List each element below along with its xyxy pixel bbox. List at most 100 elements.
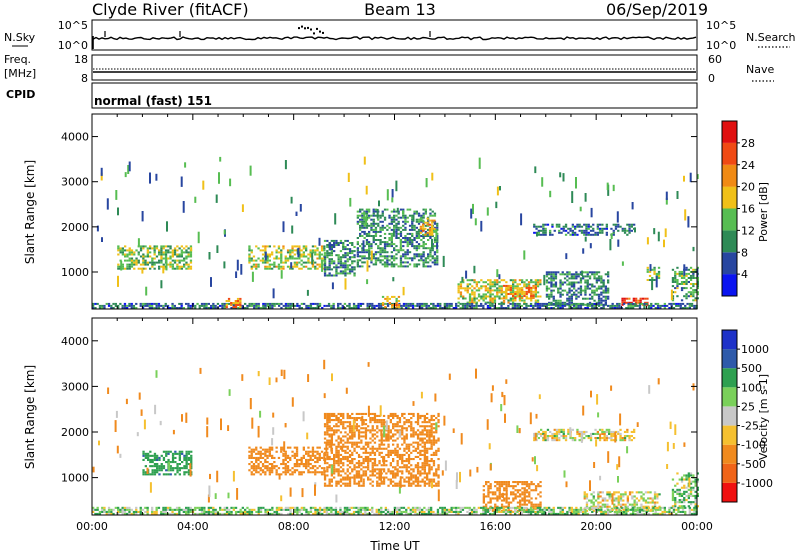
data-cell <box>368 232 371 235</box>
data-cell <box>328 435 331 438</box>
data-cell <box>387 470 390 473</box>
data-cell <box>417 228 421 231</box>
data-cell <box>484 293 487 296</box>
data-cell <box>402 210 404 215</box>
data-cell <box>337 451 340 454</box>
data-cell <box>110 304 113 307</box>
data-cell <box>128 249 131 252</box>
data-cell <box>112 302 115 305</box>
data-cell <box>663 304 666 307</box>
data-cell <box>305 304 308 307</box>
data-cell <box>422 255 425 258</box>
data-cell <box>414 464 417 467</box>
data-cell <box>387 433 390 436</box>
data-cell <box>183 263 186 266</box>
data-cell <box>502 279 506 282</box>
data-cell <box>509 288 512 291</box>
data-cell <box>361 222 364 225</box>
data-cell <box>275 446 278 449</box>
data-cell <box>333 460 336 463</box>
data-cell <box>545 293 549 296</box>
data-cell <box>348 449 352 452</box>
data-cell <box>273 302 276 305</box>
data-cell <box>320 467 324 470</box>
noise-panel-frame <box>91 19 698 51</box>
data-cell <box>286 257 290 260</box>
data-cell <box>405 470 408 473</box>
data-cell <box>493 299 497 302</box>
data-cell <box>491 497 495 500</box>
data-cell <box>133 261 136 264</box>
data-cell <box>416 451 420 454</box>
data-cell <box>548 281 551 284</box>
data-cell <box>371 435 374 438</box>
data-cell <box>588 297 592 300</box>
data-cell <box>579 289 583 292</box>
data-cell <box>687 277 690 279</box>
data-cell <box>346 244 349 246</box>
data-cell <box>347 172 350 182</box>
data-cell <box>380 441 383 444</box>
data-cell <box>374 222 378 225</box>
data-cell <box>372 241 375 244</box>
data-cell <box>484 301 487 304</box>
data-cell <box>505 501 508 504</box>
data-cell <box>309 456 312 459</box>
data-cell <box>335 270 338 273</box>
data-cell <box>406 232 409 235</box>
data-cell <box>342 482 345 485</box>
data-cell <box>408 257 412 260</box>
data-cell <box>117 307 120 309</box>
data-cell <box>248 259 251 262</box>
data-cell <box>419 484 422 487</box>
data-cell <box>386 228 389 231</box>
data-cell <box>411 241 414 244</box>
data-cell <box>512 493 515 496</box>
data-cell <box>421 478 424 481</box>
data-cell <box>529 304 533 307</box>
data-cell <box>351 268 354 271</box>
data-cell <box>525 302 528 305</box>
data-cell <box>176 253 179 256</box>
data-cell <box>348 252 352 255</box>
data-cell <box>342 266 345 269</box>
data-cell <box>579 293 583 296</box>
data-cell <box>353 417 356 420</box>
data-cell <box>690 304 694 307</box>
data-cell <box>487 501 490 504</box>
data-cell <box>147 456 150 459</box>
data-cell <box>155 173 158 181</box>
data-cell <box>165 452 168 455</box>
data-cell <box>300 471 303 474</box>
data-cell <box>133 267 136 270</box>
data-cell <box>422 263 425 266</box>
data-cell <box>392 277 395 282</box>
data-cell <box>548 302 551 305</box>
data-cell <box>355 443 358 446</box>
data-cell <box>171 267 174 270</box>
data-cell <box>598 439 602 442</box>
data-cell <box>694 283 697 285</box>
data-cell <box>426 431 429 434</box>
data-cell <box>575 304 578 307</box>
data-cell <box>355 419 358 422</box>
data-cell <box>364 427 368 430</box>
data-cell <box>430 480 433 483</box>
data-cell <box>605 225 608 228</box>
data-cell <box>523 307 526 309</box>
data-cell <box>387 453 390 456</box>
data-cell <box>550 275 553 278</box>
data-cell <box>141 268 144 274</box>
data-cell <box>180 249 183 252</box>
data-cell <box>271 251 274 254</box>
data-cell <box>694 277 697 279</box>
data-cell <box>649 491 652 494</box>
data-cell <box>295 265 299 268</box>
data-cell <box>586 307 589 309</box>
data-cell <box>284 465 287 468</box>
data-cell <box>144 454 147 457</box>
data-cell <box>326 419 329 422</box>
data-cell <box>621 297 624 300</box>
data-cell <box>119 251 122 254</box>
data-cell <box>275 302 279 305</box>
